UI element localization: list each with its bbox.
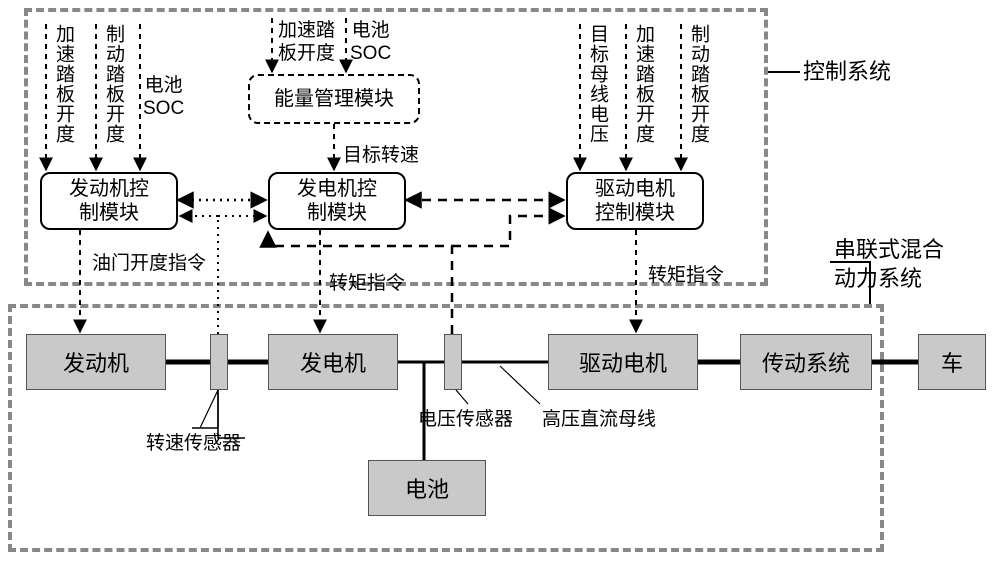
transmission-block: 传动系统: [740, 334, 872, 390]
generator-block: 发电机: [268, 334, 398, 390]
control-system-label: 控制系统: [803, 58, 891, 87]
input-accel-pedal-left: 加速踏板开度: [50, 24, 77, 144]
torque-cmd-gen-label: 转矩指令: [329, 268, 405, 295]
input-brake-pedal-left: 制动踏板开度: [100, 24, 127, 144]
speed-sensor-label: 转速传感器: [146, 428, 241, 455]
torque-cmd-drive-label: 转矩指令: [648, 260, 724, 287]
input-battery-soc-left: 电池 SOC: [143, 75, 184, 121]
speed-sensor-block: [210, 334, 228, 390]
input-accel-pedal-mid: 加速踏 板开度: [278, 20, 335, 66]
energy-mgmt-module: 能量管理模块: [248, 74, 420, 124]
drive-motor-ctrl-module: 驱动电机 控制模块: [566, 172, 704, 230]
drive-motor-block: 驱动电机: [548, 334, 698, 390]
series-hybrid-label: 串联式混合 动力系统: [834, 236, 944, 293]
input-battery-soc-mid: 电池 SOC: [350, 20, 391, 66]
engine-block: 发动机: [26, 334, 166, 390]
vehicle-block: 车: [918, 334, 986, 390]
voltage-sensor-label: 电压传感器: [418, 404, 513, 431]
engine-ctrl-module: 发动机控 制模块: [40, 172, 178, 230]
generator-ctrl-module: 发电机控 制模块: [268, 172, 406, 230]
input-target-bus-v: 目标母线电压: [584, 24, 611, 144]
hv-dc-bus-label: 高压直流母线: [542, 404, 656, 431]
input-accel-pedal-right: 加速踏板开度: [630, 24, 657, 144]
battery-block: 电池: [368, 460, 486, 516]
target-speed-label: 目标转速: [343, 140, 419, 167]
throttle-cmd-label: 油门开度指令: [92, 248, 206, 275]
input-brake-pedal-right: 制动踏板开度: [685, 24, 712, 144]
voltage-sensor-block: [444, 334, 462, 390]
